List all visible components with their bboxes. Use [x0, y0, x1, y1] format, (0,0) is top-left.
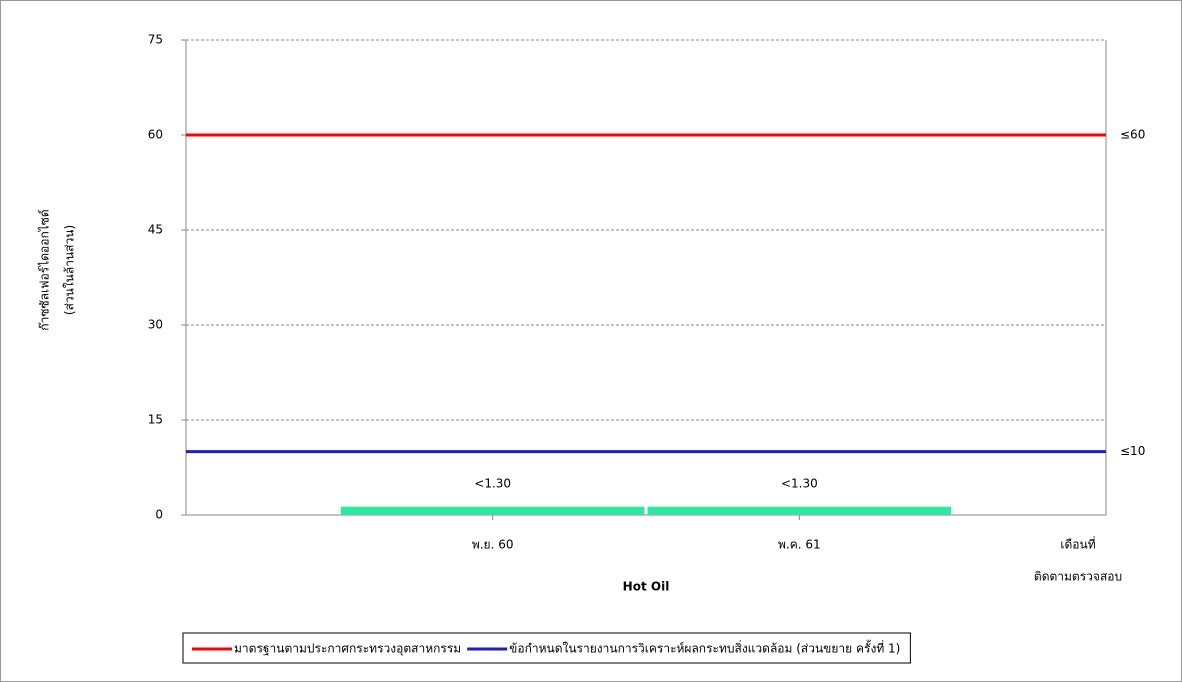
y-tick-label: 15 — [148, 413, 163, 427]
y-tick-label: 45 — [148, 223, 163, 237]
y-tick-label: 0 — [155, 508, 163, 522]
reference-label: ≤10 — [1120, 444, 1145, 458]
y-tick-label: 60 — [148, 128, 163, 142]
value-label: <1.30 — [781, 476, 818, 490]
bar — [647, 506, 952, 515]
reference-label: ≤60 — [1120, 128, 1145, 142]
legend-box — [182, 632, 911, 664]
x-tick-label: พ.ย. 60 — [472, 538, 514, 552]
x-unit-label: เดือนที่ — [1060, 536, 1095, 552]
y-tick-label: 75 — [148, 33, 163, 47]
legend: มาตรฐานตามประกาศกระทรวงอุตสาหกรรม ข้อกำหน… — [182, 632, 911, 664]
x-tick-label: พ.ค. 61 — [778, 538, 821, 552]
x-unit-label: ติดตามตรวจสอบ — [1034, 570, 1122, 584]
legend-label: มาตรฐานตามประกาศกระทรวงอุตสาหกรรม — [234, 642, 461, 657]
y-axis-title: ก๊าซซัลเฟอร์ไดออกไซด์ — [38, 209, 52, 330]
x-axis-title: Hot Oil — [623, 580, 670, 594]
legend-label: ข้อกำหนดในรายงานการวิเคราะห์ผลกระทบสิ่งแ… — [509, 640, 900, 656]
bar — [340, 506, 645, 515]
y-tick-label: 30 — [148, 318, 163, 332]
value-label: <1.30 — [474, 476, 511, 490]
y-axis-title: (ส่วนในล้านส่วน) — [63, 225, 77, 315]
